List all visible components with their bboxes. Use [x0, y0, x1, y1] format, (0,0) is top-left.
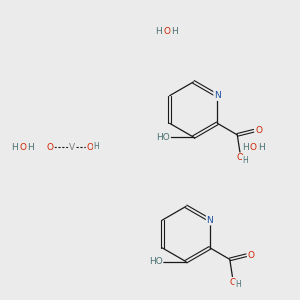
- Text: O: O: [47, 142, 54, 152]
- Text: O: O: [236, 153, 244, 162]
- Text: V: V: [69, 142, 75, 152]
- Text: HO: HO: [149, 257, 163, 266]
- Text: N: N: [206, 216, 213, 225]
- Text: H: H: [11, 142, 17, 152]
- Text: HO: HO: [156, 133, 170, 142]
- Text: H: H: [94, 142, 100, 151]
- Text: N: N: [214, 91, 221, 100]
- Text: H: H: [243, 155, 248, 164]
- Text: H: H: [28, 142, 34, 152]
- Text: O: O: [248, 251, 255, 260]
- Text: O: O: [163, 27, 170, 36]
- Text: O: O: [255, 126, 262, 135]
- Text: H: H: [242, 142, 248, 152]
- Text: O: O: [229, 278, 236, 286]
- Text: H: H: [235, 280, 241, 289]
- Text: O: O: [19, 142, 26, 152]
- Text: H: H: [172, 27, 178, 36]
- Text: H: H: [259, 142, 265, 152]
- Text: O: O: [86, 142, 94, 152]
- Text: O: O: [250, 142, 257, 152]
- Text: H: H: [155, 27, 161, 36]
